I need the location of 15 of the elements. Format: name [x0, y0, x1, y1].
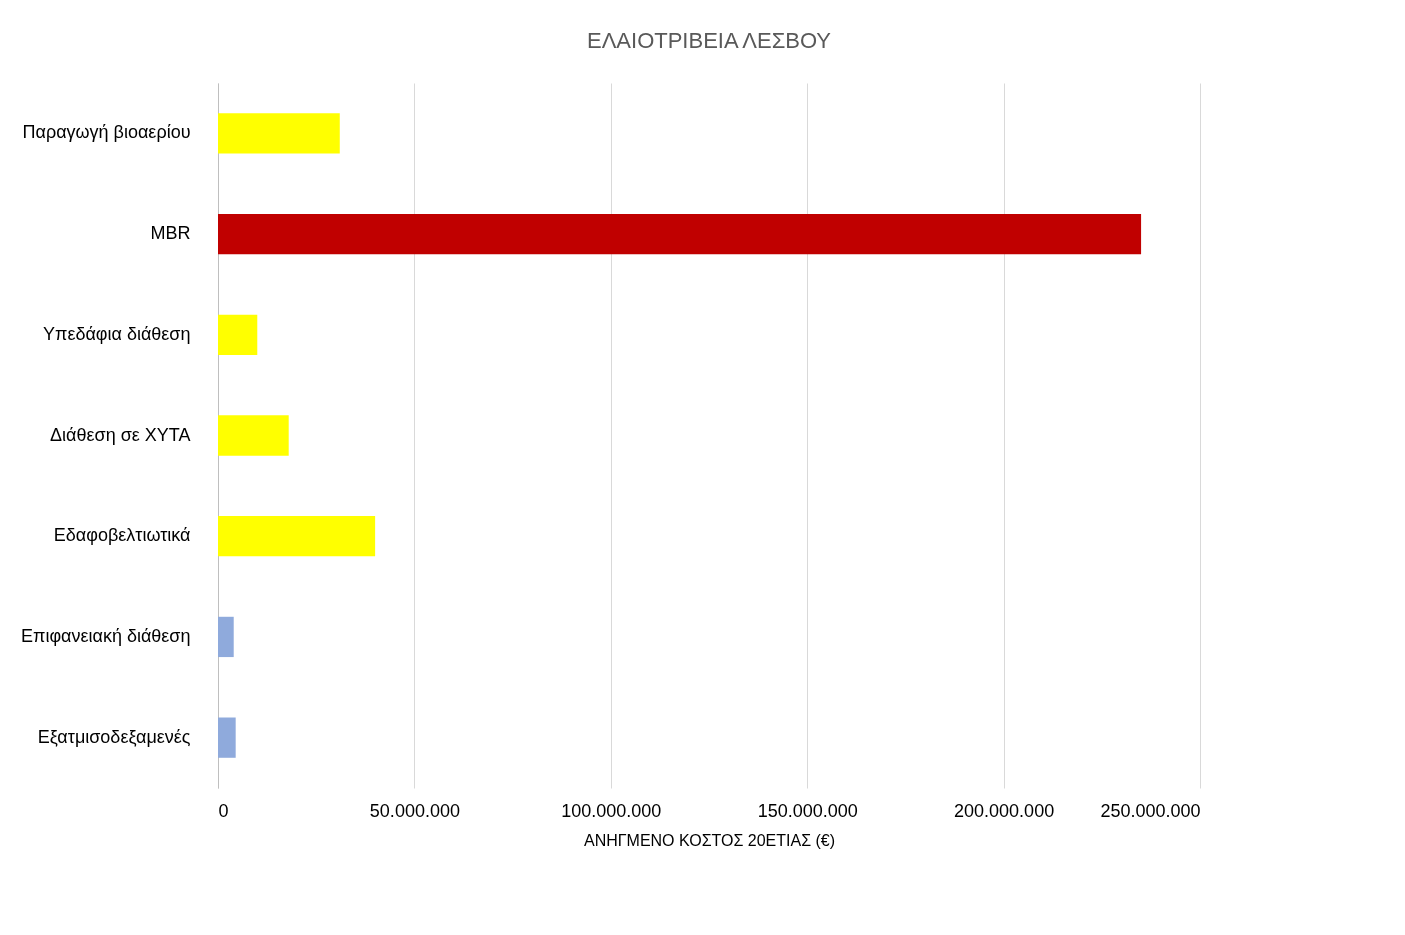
- x-axis-title: ΑΝΗΓΜΕΝΟ ΚΟΣΤΟΣ 20ΕΤΙΑΣ (€): [583, 831, 836, 849]
- y-tick-label: MBR: [150, 223, 191, 244]
- y-tick-label: Εξατμισοδεξαμενές: [37, 726, 191, 747]
- y-tick-label: Παραγωγή βιοαερίου: [22, 122, 191, 143]
- y-tick-label: Διάθεση σε ΧΥΤΑ: [50, 424, 191, 445]
- y-tick-label: Επιφανειακή διάθεση: [20, 625, 191, 646]
- x-tick-label: 0: [218, 800, 229, 821]
- y-tick-label: Εδαφοβελτιωτικά: [53, 525, 191, 546]
- x-tick-label: 50.000.000: [369, 800, 460, 821]
- x-tick-label: 200.000.000: [954, 800, 1055, 821]
- x-tick-label: 150.000.000: [757, 800, 858, 821]
- y-tick-label: Υπεδάφια διάθεση: [42, 323, 191, 344]
- chart-title: ΕΛΑΙΟΤΡΙΒΕΙΑ ΛΕΣΒΟΥ: [586, 28, 832, 53]
- x-tick-label: 100.000.000: [561, 800, 662, 821]
- x-tick-label: 250.000.000: [1100, 800, 1201, 821]
